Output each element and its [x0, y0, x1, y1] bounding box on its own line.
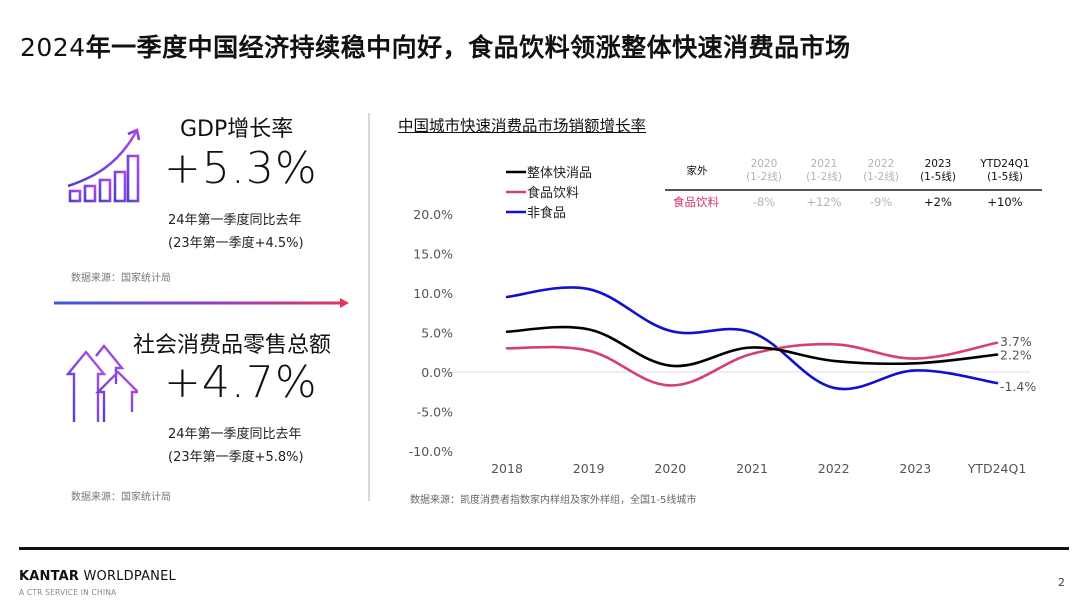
table-cell-value: +10%	[987, 195, 1023, 209]
retail-sub1: 24年第一季度同比去年	[168, 427, 302, 442]
panel-divider	[368, 113, 370, 501]
arrow-right-icon	[54, 298, 349, 308]
gdp-source: 数据来源：国家统计局	[71, 273, 171, 284]
y-tick-label: -5.0%	[417, 405, 453, 420]
brand-logo: KANTAR WORLDPANEL	[19, 569, 176, 584]
column-year: 2022	[867, 158, 895, 170]
column-tier: (1-2线)	[806, 171, 842, 183]
column-year: YTD24Q1	[980, 158, 1030, 170]
column-year: 2021	[810, 158, 838, 170]
page-title: 2024年一季度中国经济持续稳中向好，食品饮料领涨整体快速消费品市场	[20, 28, 851, 64]
table-column-header: 2023 (1-5线)	[903, 158, 973, 184]
table-column-header: 2020 (1-2线)	[729, 158, 799, 184]
x-tick-label: YTD24Q1	[967, 461, 1027, 476]
column-tier: (1-5线)	[920, 171, 956, 183]
y-tick-label: 10.0%	[413, 286, 453, 301]
y-tick-label: 20.0%	[413, 207, 453, 222]
gdp-sub2: (23年第一季度+4.5%)	[168, 236, 304, 251]
table-column-header: 2021 (1-2线)	[789, 158, 859, 184]
series-line	[505, 341, 999, 387]
series-end-label: 2.2%	[1000, 348, 1032, 363]
line-chart: 20.0% 15.0% 10.0% 5.0% 0.0% -5.0% -10.0% 2018 20…	[409, 166, 1037, 476]
footer-rule	[19, 547, 1069, 550]
table-row-label: 食品饮料	[673, 195, 719, 209]
table-column-header: 2022 (1-2线)	[846, 158, 916, 184]
table-cell-value: -9%	[869, 195, 893, 209]
series-end-label: -1.4%	[1000, 379, 1036, 394]
legend-label: 食品饮料	[527, 185, 579, 201]
brand-subtitle: A CTR SERVICE IN CHINA	[19, 588, 117, 597]
column-tier: (1-2线)	[863, 171, 899, 183]
retail-value: +4.7%	[164, 357, 318, 408]
rising-arrows-icon	[65, 344, 141, 424]
page-title-text: 年一季度中国经济持续稳中向好，食品饮料领涨整体快速消费品市场	[85, 33, 851, 62]
y-tick-label: 5.0%	[421, 326, 453, 341]
gdp-value: +5.3%	[164, 143, 318, 194]
x-tick-label: 2018	[491, 461, 523, 476]
retail-title: 社会消费品零售总额	[133, 333, 332, 358]
table-column-header: YTD24Q1 (1-5线)	[970, 158, 1040, 184]
gradient-arrow-divider	[54, 294, 350, 308]
x-tick-label: 2019	[573, 461, 605, 476]
y-tick-label: 15.0%	[413, 247, 453, 262]
page-title-year: 2024	[20, 33, 86, 62]
retail-sub2: (23年第一季度+5.8%)	[168, 450, 304, 465]
bar-chart-growth-icon	[65, 128, 141, 208]
retail-icon	[65, 340, 141, 424]
table-header-label: 家外	[686, 165, 708, 177]
series-end-label: 3.7%	[1000, 334, 1032, 349]
table-cell-value: +2%	[924, 195, 952, 209]
gdp-title: GDP增长率	[180, 117, 294, 142]
column-tier: (1-5线)	[987, 171, 1023, 183]
chart-title: 中国城市快速消费品市场销额增长率	[398, 117, 647, 135]
legend-label: 非食品	[527, 205, 566, 221]
legend-label: 整体快消品	[527, 166, 592, 181]
table-cell-value: -8%	[752, 195, 776, 209]
x-tick-label: 2020	[654, 461, 686, 476]
y-tick-label: -10.0%	[409, 444, 453, 459]
y-tick-label: 0.0%	[421, 365, 453, 380]
brand-bold: KANTAR	[19, 569, 80, 584]
table-rule	[665, 189, 1042, 191]
series-line	[505, 325, 999, 368]
gdp-icon	[62, 126, 142, 210]
x-tick-label: 2023	[899, 461, 931, 476]
x-tick-label: 2021	[736, 461, 768, 476]
brand-rest: WORLDPANEL	[79, 569, 176, 584]
retail-source: 数据来源：国家统计局	[71, 492, 171, 503]
column-year: 2020	[750, 158, 778, 170]
series-line	[505, 286, 999, 391]
table-cell-value: +12%	[806, 195, 842, 209]
chart-source: 数据来源：凯度消费者指数家内样组及家外样组，全国1-5线城市	[410, 495, 697, 506]
column-year: 2023	[924, 158, 952, 170]
x-tick-label: 2022	[818, 461, 850, 476]
page-number: 2	[1058, 576, 1065, 589]
column-tier: (1-2线)	[746, 171, 782, 183]
gdp-sub1: 24年第一季度同比去年	[168, 213, 302, 228]
